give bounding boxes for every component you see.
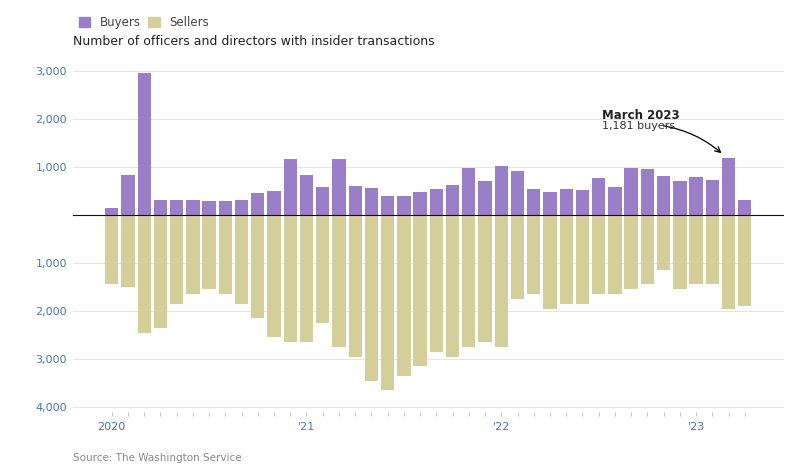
Bar: [300, 176, 314, 215]
Bar: [105, 208, 118, 215]
Bar: [219, 215, 232, 294]
Bar: [462, 168, 475, 215]
Bar: [478, 181, 492, 215]
Bar: [137, 215, 151, 333]
Bar: [511, 215, 524, 299]
Bar: [430, 215, 443, 352]
Bar: [560, 189, 573, 215]
Bar: [673, 181, 687, 215]
Bar: [592, 215, 605, 294]
Bar: [154, 215, 167, 328]
Bar: [592, 178, 605, 215]
Bar: [462, 215, 475, 347]
Bar: [641, 215, 654, 285]
Bar: [543, 215, 557, 308]
Bar: [186, 215, 200, 294]
Bar: [657, 215, 671, 270]
Bar: [154, 200, 167, 215]
Bar: [121, 176, 135, 215]
Bar: [381, 215, 394, 390]
Bar: [332, 160, 346, 215]
Bar: [689, 215, 703, 285]
Bar: [284, 215, 297, 342]
Bar: [739, 200, 751, 215]
Bar: [608, 215, 621, 294]
Bar: [446, 215, 459, 357]
Bar: [414, 215, 427, 366]
Bar: [364, 188, 378, 215]
Bar: [625, 168, 638, 215]
Bar: [414, 192, 427, 215]
Bar: [560, 215, 573, 304]
Text: March 2023: March 2023: [602, 109, 680, 122]
Bar: [137, 73, 151, 215]
Bar: [478, 215, 492, 342]
Bar: [219, 201, 232, 215]
Bar: [576, 215, 589, 304]
Bar: [673, 215, 687, 289]
Bar: [121, 215, 135, 287]
Bar: [267, 191, 280, 215]
Bar: [494, 215, 508, 347]
Bar: [235, 215, 248, 304]
Bar: [446, 185, 459, 215]
Bar: [284, 160, 297, 215]
Bar: [381, 196, 394, 215]
Bar: [722, 158, 735, 215]
Bar: [722, 215, 735, 308]
Bar: [511, 170, 524, 215]
Bar: [348, 215, 362, 357]
Bar: [300, 215, 314, 342]
Bar: [739, 215, 751, 306]
Bar: [332, 215, 346, 347]
Bar: [657, 176, 671, 215]
Bar: [170, 215, 183, 304]
Bar: [398, 196, 410, 215]
Bar: [705, 180, 719, 215]
Bar: [186, 200, 200, 215]
Bar: [316, 215, 330, 323]
Bar: [251, 215, 264, 318]
Bar: [576, 190, 589, 215]
Legend: Buyers, Sellers: Buyers, Sellers: [78, 16, 209, 29]
Bar: [527, 215, 541, 294]
Bar: [105, 215, 118, 285]
Bar: [235, 200, 248, 215]
Bar: [348, 186, 362, 215]
Text: 1,181 buyers: 1,181 buyers: [602, 121, 675, 132]
Bar: [608, 187, 621, 215]
Bar: [494, 166, 508, 215]
Text: Number of officers and directors with insider transactions: Number of officers and directors with in…: [73, 35, 435, 48]
Bar: [203, 215, 216, 289]
Bar: [316, 187, 330, 215]
Bar: [543, 192, 557, 215]
Bar: [625, 215, 638, 289]
Bar: [251, 193, 264, 215]
Text: Source: The Washington Service: Source: The Washington Service: [73, 453, 242, 463]
Bar: [398, 215, 410, 376]
Bar: [170, 200, 183, 215]
Bar: [641, 169, 654, 215]
Bar: [203, 201, 216, 215]
Bar: [430, 189, 443, 215]
Bar: [705, 215, 719, 285]
Bar: [689, 177, 703, 215]
Bar: [527, 189, 541, 215]
Bar: [364, 215, 378, 380]
Bar: [267, 215, 280, 337]
